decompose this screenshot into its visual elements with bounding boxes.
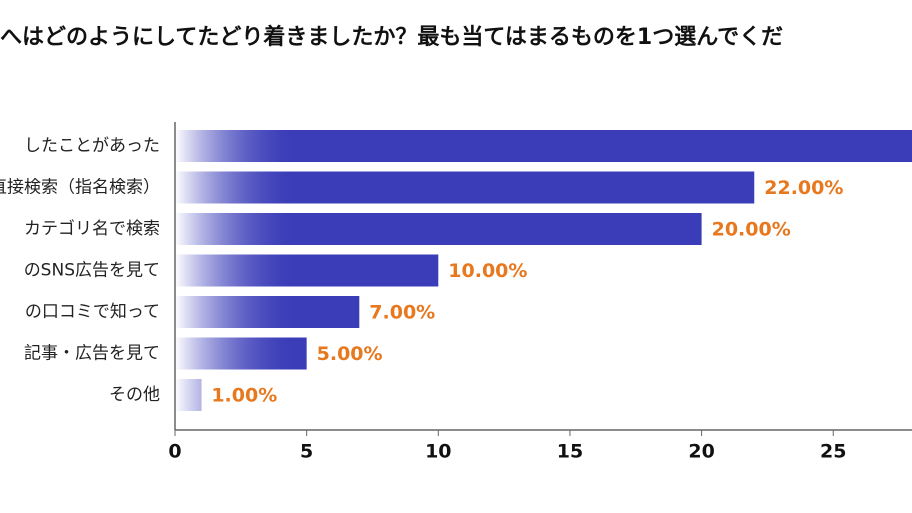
x-tick-label: 25	[820, 441, 846, 463]
category-label: その他	[109, 385, 160, 405]
value-label: 7.00%	[369, 302, 435, 324]
bar-fade	[175, 254, 300, 287]
chart-title: へはどのようにしてたどり着きましたか？最も当てはまるものを1つ選んでくだ	[0, 24, 783, 50]
x-tick-label: 5	[300, 441, 313, 463]
category-label: のSNS広告を見て	[24, 261, 160, 281]
x-tick-label: 15	[557, 441, 583, 463]
value-label: 5.00%	[317, 343, 383, 365]
category-label: したことがあった	[24, 136, 160, 156]
category-label: の口コミで知って	[25, 302, 160, 322]
value-label: 1.00%	[211, 385, 277, 407]
value-label: 10.00%	[448, 260, 527, 282]
bar-fade	[175, 296, 300, 328]
bar-fade	[175, 213, 300, 245]
x-tick-label: 0	[168, 441, 181, 463]
bar-fade	[175, 379, 202, 411]
value-label: 22.00%	[764, 177, 843, 199]
bar-fade	[175, 130, 300, 162]
value-label: 20.00%	[712, 219, 791, 241]
category-label: 記事・広告を見て	[24, 344, 160, 364]
bar-fade	[175, 171, 300, 204]
category-label: カテゴリ名で検索	[24, 218, 160, 239]
x-tick-label: 20	[688, 441, 714, 463]
x-tick-label: 10	[425, 441, 451, 463]
bar-fade	[175, 337, 300, 370]
category-label: 直接検索（指名検索）	[0, 178, 160, 198]
